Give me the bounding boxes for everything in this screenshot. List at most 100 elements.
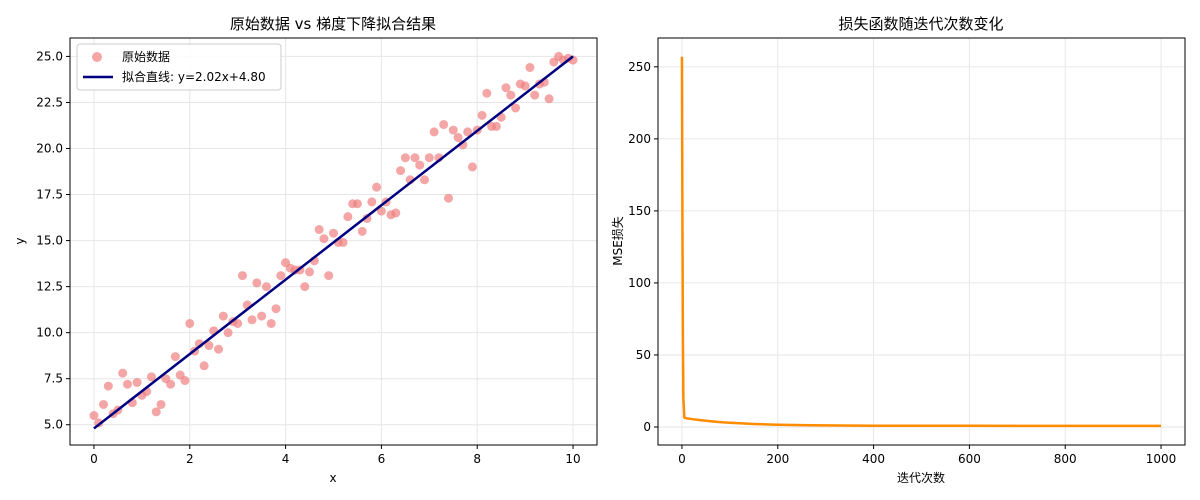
x-tick-label: 0 [678,452,686,466]
scatter-point [170,352,180,362]
scatter-point [506,90,516,100]
y-tick-label: 200 [628,132,651,146]
scatter-point [501,83,511,93]
scatter-point [300,282,310,292]
scatter-point [424,153,434,163]
scatter-point [214,344,224,354]
y-tick-label: 5.0 [44,418,63,432]
right-chart-frame [657,37,1186,446]
legend-label-scatter: 原始数据 [122,49,170,64]
scatter-point [180,376,190,386]
scatter-point [482,88,492,98]
x-tick-label: 0 [90,452,98,466]
x-tick-label: 10 [565,452,580,466]
x-tick-label: 600 [958,452,981,466]
legend-label-line: 拟合直线: y=2.02x+4.80 [122,69,266,84]
legend: 原始数据 拟合直线: y=2.02x+4.80 [76,43,282,91]
y-tick-label: 10.0 [36,326,63,340]
scatter-point [156,399,166,409]
scatter-point [391,208,401,218]
y-tick-label: 50 [636,348,651,362]
scatter-point [477,110,487,120]
scatter-point [491,121,501,131]
x-tick-label: 400 [862,452,885,466]
scatter-point [443,193,453,203]
x-tick-label: 8 [473,452,481,466]
scatter-point [271,304,281,314]
scatter-point [429,127,439,137]
scatter-point [103,381,113,391]
scatter-point [410,153,420,163]
scatter-point [357,226,367,236]
scatter-point [261,282,271,292]
left-chart: 原始数据 vs 梯度下降拟合结果 0 2 4 6 8 10 5.0 7.5 10.0 12.5 15… [13,15,598,485]
scatter-point [122,379,132,389]
y-tick-label: 150 [628,204,651,218]
scatter-point [247,315,257,325]
scatter-point [151,407,161,417]
left-chart-ylabel: y [13,237,27,244]
scatter-point [199,361,209,371]
scatter-point [132,377,142,387]
y-tick-label: 20.0 [36,141,63,155]
loss-curve [680,56,1162,428]
y-tick-label: 22.5 [36,95,63,109]
scatter-point [530,90,540,100]
left-chart-data [89,51,578,430]
scatter-point [329,228,338,238]
scatter-point [415,160,425,170]
scatter-point [99,399,109,409]
scatter-point [266,318,276,328]
right-chart: 损失函数随迭代次数变化 0 200 400 600 800 1000 0 50 100 150 20… [610,15,1186,485]
scatter-point [185,318,195,328]
y-tick-label: 25.0 [36,49,63,63]
scatter-point [166,379,176,389]
scatter-point [252,278,262,288]
scatter-point [352,199,362,209]
scatter-point [204,341,214,351]
x-tick-label: 200 [766,452,789,466]
y-tick-label: 12.5 [36,280,63,294]
right-chart-ticks: 0 200 400 600 800 1000 0 50 100 150 200 250 [628,60,1176,466]
right-chart-title: 损失函数随迭代次数变化 [838,15,1003,33]
scatter-point [305,267,315,277]
right-chart-xlabel: 迭代次数 [897,470,945,485]
y-tick-label: 7.5 [44,372,63,386]
scatter-point [237,271,247,281]
left-chart-title: 原始数据 vs 梯度下降拟合结果 [230,15,436,33]
right-chart-grid [658,38,1185,445]
scatter-point [314,225,324,235]
scatter-point [338,237,348,247]
scatter-point [362,213,372,223]
right-chart-ylabel: MSE损失 [610,216,625,266]
scatter-point [376,206,386,216]
scatter-point [233,318,243,328]
y-tick-label: 17.5 [36,188,63,202]
scatter-point [520,81,530,91]
x-tick-label: 6 [378,452,386,466]
scatter-point [343,212,353,222]
x-tick-label: 4 [282,452,290,466]
scatter-point [467,162,477,172]
scatter-point [544,94,554,104]
y-tick-label: 0 [643,420,651,434]
legend-box [76,43,282,91]
scatter-point [420,175,430,185]
scatter-point [223,328,233,338]
scatter-point [89,411,99,421]
x-tick-label: 2 [186,452,194,466]
scatter-point [218,311,228,321]
scatter-point [118,368,128,378]
scatter-point [396,166,406,176]
right-chart-data [680,56,1162,428]
scatter-point [319,234,329,244]
scatter-point [367,197,377,207]
scatter-point [146,372,156,382]
scatter-point [372,182,382,192]
y-tick-label: 15.0 [36,234,63,248]
scatter-point [525,62,535,72]
y-tick-label: 250 [628,60,651,74]
scatter-point [257,311,267,321]
left-chart-xlabel: x [329,471,336,485]
